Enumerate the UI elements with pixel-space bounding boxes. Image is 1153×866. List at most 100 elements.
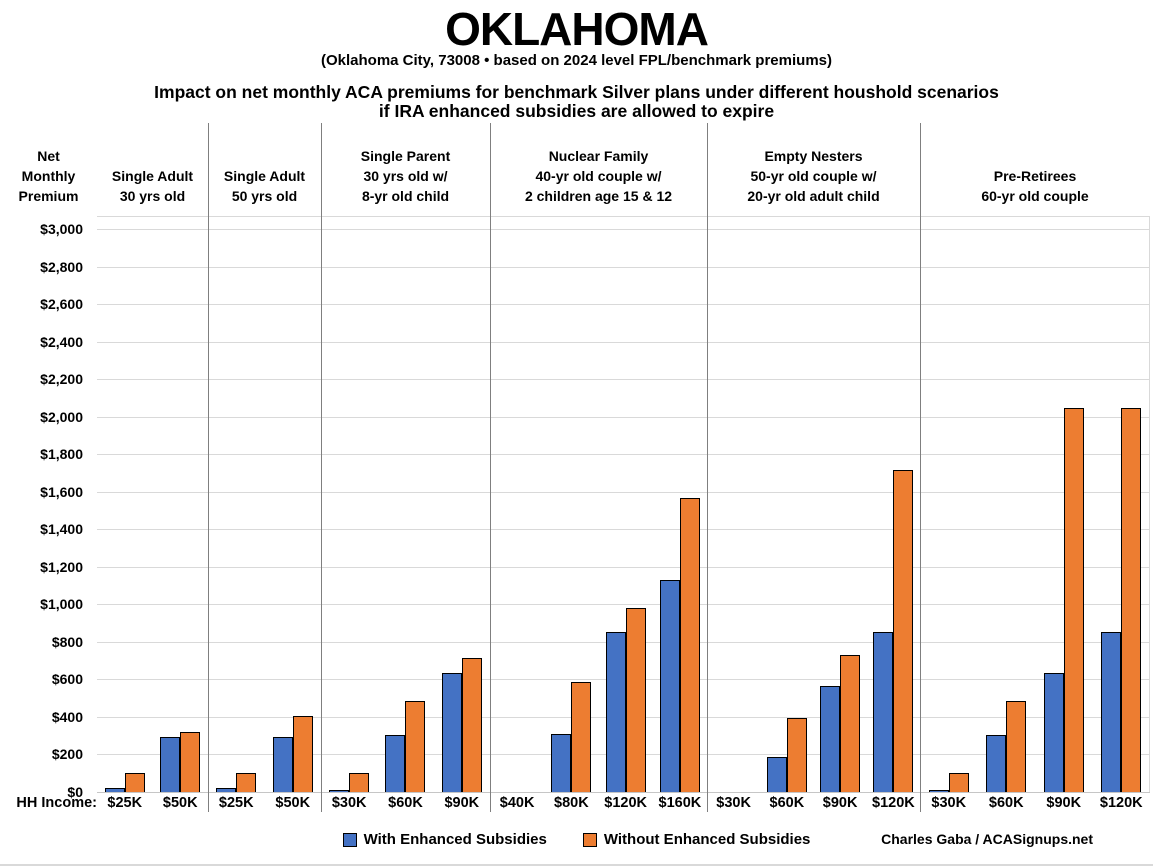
bar-pair: [441, 657, 482, 792]
scenario-bars: [920, 229, 1150, 792]
income-labels: $30K $60K $90K: [321, 792, 490, 816]
bar-with-enhanced-subsidies: [605, 632, 626, 792]
y-tick-label: $600: [51, 671, 83, 688]
legend-label-without-enhanced: Without Enhanced Subsidies: [603, 831, 811, 848]
income-slot: [814, 229, 867, 792]
scenario-header-line: Pre-Retirees: [993, 168, 1077, 184]
scenario-header: Nuclear Family 40-yr old couple w/2 child…: [490, 123, 707, 216]
bar-pair: [986, 700, 1027, 792]
gridline: [97, 454, 1150, 456]
bar-without-enhanced-subsidies: [236, 773, 257, 792]
bar-without-enhanced-subsidies: [1121, 408, 1142, 792]
group-divider: [707, 123, 708, 812]
income-labels: $30K $60K $90K $120K: [920, 792, 1150, 816]
y-axis-title-line: Premium: [18, 188, 79, 204]
chart-footer: With Enhanced Subsidies Without Enhanced…: [0, 816, 1153, 864]
scenario-header: Single Parent 30 yrs old w/8-yr old child: [321, 123, 490, 216]
y-tick-label: $400: [51, 708, 83, 725]
bar-without-enhanced-subsidies: [679, 498, 700, 792]
y-tick-label: $2,000: [40, 408, 83, 425]
income-slot: [265, 229, 322, 792]
y-tick-label: $3,000: [40, 221, 83, 237]
scenario-header: Single Adult 30 yrs old: [97, 123, 208, 216]
bar-without-enhanced-subsidies: [948, 773, 969, 792]
gridline: [97, 566, 1150, 568]
income-label: $90K: [1046, 795, 1082, 811]
scenario-group: Single Adult 30 yrs old $25K $50K: [97, 123, 208, 816]
bar-with-enhanced-subsidies: [329, 790, 350, 792]
income-slot: [707, 229, 760, 792]
income-label: $90K: [444, 795, 480, 811]
gridline: [97, 792, 1150, 793]
scenario-header-line: 8-yr old child: [361, 188, 450, 204]
bar-with-enhanced-subsidies: [766, 757, 787, 792]
y-tick-label: $0: [67, 784, 83, 800]
income-labels: $30K $60K $90K $120K: [707, 792, 920, 816]
income-slot: [490, 229, 544, 792]
bar-with-enhanced-subsidies: [272, 736, 293, 792]
scenario-bars: [707, 229, 920, 792]
scenario-group: Single Adult 50 yrs old $25K $50K: [208, 123, 321, 816]
bar-with-enhanced-subsidies: [820, 685, 841, 792]
income-label: $90K: [822, 795, 858, 811]
y-tick-label: $1,600: [40, 483, 83, 500]
gridline: [97, 379, 1150, 381]
income-labels: $40K $80K $120K $160K: [490, 792, 707, 816]
y-tick-label: $2,400: [40, 333, 83, 350]
income-slot: [97, 229, 153, 792]
bar-pair: [329, 773, 370, 792]
scenario-bars: [97, 229, 208, 792]
bar-with-enhanced-subsidies: [873, 632, 894, 792]
credit-attribution: Charles Gaba / ACASignups.net: [881, 831, 1093, 847]
bar-without-enhanced-subsidies: [124, 773, 145, 792]
chart-title: OKLAHOMA: [445, 3, 709, 55]
income-label: $120K: [1099, 795, 1143, 811]
legend-label-with-enhanced: With Enhanced Subsidies: [363, 831, 547, 848]
y-axis-title-line: Monthly: [21, 168, 76, 184]
gridline: [97, 341, 1150, 343]
income-slot: [653, 229, 707, 792]
income-label: $30K: [331, 795, 367, 811]
income-label: $30K: [716, 795, 751, 811]
bar-pair: [272, 716, 313, 792]
income-label: $120K: [604, 795, 647, 811]
chart-heading: Impact on net monthly ACA premiums for b…: [0, 83, 1153, 121]
legend-swatch-with-enhanced-icon: [342, 832, 357, 847]
gridline: [97, 266, 1150, 268]
income-labels: $25K $50K: [208, 792, 321, 816]
bar-without-enhanced-subsidies: [840, 655, 861, 792]
scenario-header-line: 50-yr old couple w/: [750, 168, 877, 184]
y-tick-label: $1,200: [40, 558, 83, 575]
income-label: $40K: [499, 795, 535, 811]
bar-pair: [820, 655, 861, 792]
income-label: $60K: [388, 795, 423, 811]
income-slot: [377, 229, 433, 792]
y-axis-title: Net Monthly Premium: [0, 123, 97, 216]
hh-income-label: HH Income:: [16, 795, 97, 811]
income-slot: [153, 229, 209, 792]
income-slot: [867, 229, 920, 792]
bar-with-enhanced-subsidies: [986, 734, 1007, 792]
legend-item-without-enhanced: Without Enhanced Subsidies: [582, 831, 811, 848]
chart-heading-line2: if IRA enhanced subsidies are allowed to…: [378, 101, 775, 121]
bar-pair: [659, 498, 700, 792]
chart-subtitle: (Oklahoma City, 73008 • based on 2024 le…: [320, 52, 832, 69]
income-label: $80K: [554, 795, 589, 811]
bar-without-enhanced-subsidies: [1063, 408, 1084, 792]
legend-item-with-enhanced: With Enhanced Subsidies: [342, 831, 547, 848]
gridline: [97, 229, 1150, 230]
bar-pair: [1043, 408, 1084, 792]
bar-with-enhanced-subsidies: [104, 788, 125, 792]
bar-pair: [104, 773, 145, 792]
bar-with-enhanced-subsidies: [551, 733, 572, 792]
bar-pair: [605, 608, 646, 792]
bar-without-enhanced-subsidies: [571, 682, 592, 792]
bar-pair: [385, 700, 426, 792]
scenario-header-line: 50 yrs old: [231, 188, 298, 204]
y-tick-label: $2,800: [40, 258, 83, 275]
bar-without-enhanced-subsidies: [292, 716, 313, 792]
bar-pair: [160, 731, 201, 792]
bar-without-enhanced-subsidies: [893, 470, 914, 792]
income-slot: [760, 229, 813, 792]
bar-with-enhanced-subsidies: [216, 788, 237, 792]
